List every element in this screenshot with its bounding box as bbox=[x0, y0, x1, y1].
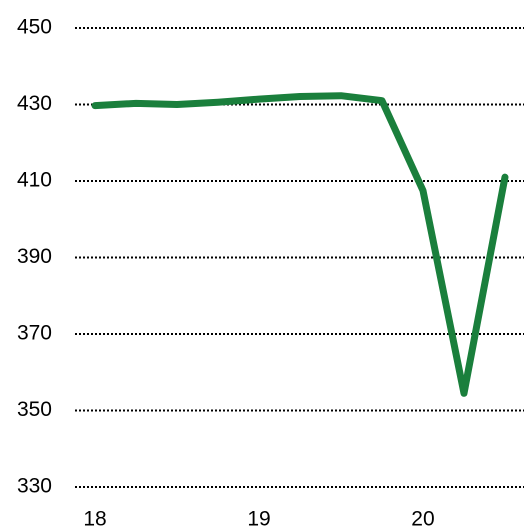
y-tick-label: 410 bbox=[17, 169, 52, 192]
y-tick-label: 330 bbox=[17, 475, 52, 498]
x-tick-label: 18 bbox=[83, 508, 106, 531]
x-tick-label: 20 bbox=[411, 508, 434, 531]
y-tick-label: 430 bbox=[17, 92, 52, 115]
y-tick-label: 350 bbox=[17, 398, 52, 421]
y-tick-label: 450 bbox=[17, 16, 52, 39]
y-tick-label: 390 bbox=[17, 245, 52, 268]
line bbox=[91, 92, 509, 397]
y-tick-label: 370 bbox=[17, 322, 52, 345]
x-tick-label: 19 bbox=[247, 508, 270, 531]
